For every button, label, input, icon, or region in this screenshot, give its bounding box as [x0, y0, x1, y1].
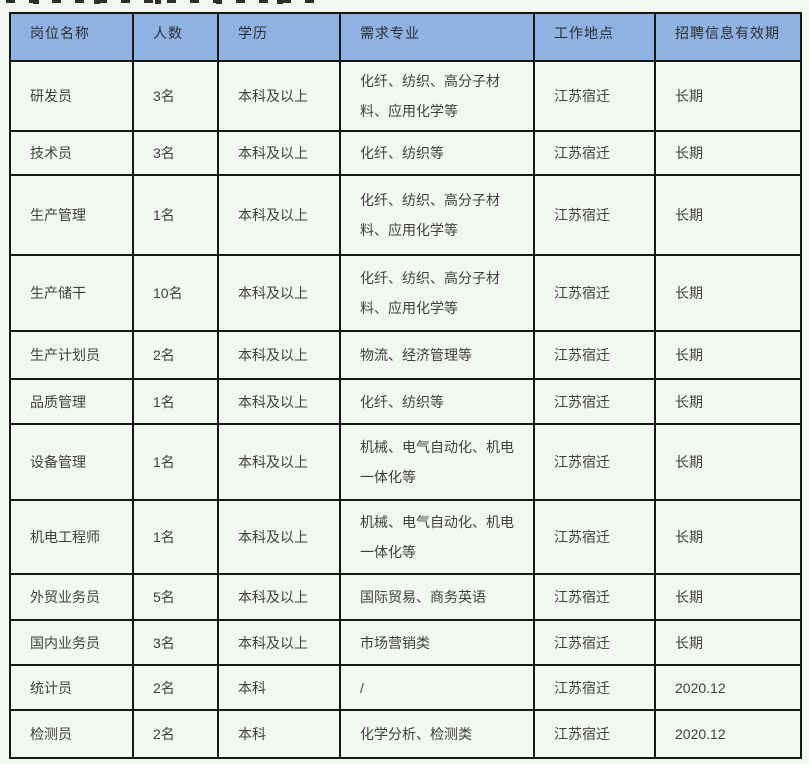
cell-headcount: 1名	[132, 499, 219, 575]
cell-position: 检测员	[9, 709, 134, 759]
column-header-majors: 需求专业	[339, 12, 535, 62]
recruitment-table: 岗位名称 人数 学历 需求专业 工作地点 招聘信息有效期 研发员 3名 本科及以…	[9, 12, 802, 759]
cell-education: 本科及以上	[217, 499, 341, 575]
column-header-location: 工作地点	[533, 12, 656, 62]
cell-majors: 化纤、纺织等	[339, 130, 535, 176]
table-header: 岗位名称 人数 学历 需求专业 工作地点 招聘信息有效期	[9, 12, 802, 62]
cell-location: 江苏宿迁	[533, 174, 656, 256]
cell-majors: /	[339, 664, 535, 711]
cell-location: 江苏宿迁	[533, 330, 656, 380]
cell-majors: 化学分析、检测类	[339, 709, 535, 759]
cell-headcount: 1名	[132, 174, 219, 256]
cell-validity: 长期	[654, 423, 802, 501]
cell-headcount: 2名	[132, 330, 219, 380]
cell-validity: 长期	[654, 499, 802, 575]
cell-validity: 长期	[654, 254, 802, 332]
cell-location: 江苏宿迁	[533, 619, 656, 666]
cell-position: 品质管理	[9, 378, 134, 425]
table-row: 设备管理 1名 本科及以上 机械、电气自动化、机电一体化等 江苏宿迁 长期	[9, 423, 802, 501]
cell-validity: 2020.12	[654, 664, 802, 711]
table-row: 检测员 2名 本科 化学分析、检测类 江苏宿迁 2020.12	[9, 709, 802, 759]
table-row: 统计员 2名 本科 / 江苏宿迁 2020.12	[9, 664, 802, 711]
cell-location: 江苏宿迁	[533, 709, 656, 759]
cell-headcount: 1名	[132, 378, 219, 425]
cell-validity: 长期	[654, 130, 802, 176]
cell-location: 江苏宿迁	[533, 60, 656, 132]
cell-education: 本科及以上	[217, 130, 341, 176]
cell-position: 机电工程师	[9, 499, 134, 575]
table-row: 机电工程师 1名 本科及以上 机械、电气自动化、机电一体化等 江苏宿迁 长期	[9, 499, 802, 575]
table-row: 生产储干 10名 本科及以上 化纤、纺织、高分子材料、应用化学等 江苏宿迁 长期	[9, 254, 802, 332]
cell-validity: 长期	[654, 378, 802, 425]
cell-majors: 市场营销类	[339, 619, 535, 666]
cell-location: 江苏宿迁	[533, 130, 656, 176]
table-body: 研发员 3名 本科及以上 化纤、纺织、高分子材料、应用化学等 江苏宿迁 长期 技…	[9, 60, 802, 759]
column-header-validity: 招聘信息有效期	[654, 12, 802, 62]
cell-location: 江苏宿迁	[533, 664, 656, 711]
cell-majors: 国际贸易、商务英语	[339, 573, 535, 621]
table-row: 外贸业务员 5名 本科及以上 国际贸易、商务英语 江苏宿迁 长期	[9, 573, 802, 621]
cell-validity: 长期	[654, 330, 802, 380]
cell-position: 生产管理	[9, 174, 134, 256]
cell-headcount: 2名	[132, 664, 219, 711]
cell-location: 江苏宿迁	[533, 423, 656, 501]
cell-education: 本科及以上	[217, 573, 341, 621]
cell-headcount: 3名	[132, 130, 219, 176]
cell-majors: 机械、电气自动化、机电一体化等	[339, 499, 535, 575]
cell-majors: 物流、经济管理等	[339, 330, 535, 380]
cell-headcount: 5名	[132, 573, 219, 621]
cell-majors: 化纤、纺织等	[339, 378, 535, 425]
cell-headcount: 1名	[132, 423, 219, 501]
cell-education: 本科及以上	[217, 330, 341, 380]
cell-majors: 化纤、纺织、高分子材料、应用化学等	[339, 254, 535, 332]
cell-position: 国内业务员	[9, 619, 134, 666]
cell-location: 江苏宿迁	[533, 254, 656, 332]
cell-validity: 2020.12	[654, 709, 802, 759]
cell-majors: 化纤、纺织、高分子材料、应用化学等	[339, 60, 535, 132]
cell-education: 本科及以上	[217, 254, 341, 332]
cell-location: 江苏宿迁	[533, 499, 656, 575]
cell-headcount: 3名	[132, 619, 219, 666]
table-row: 生产管理 1名 本科及以上 化纤、纺织、高分子材料、应用化学等 江苏宿迁 长期	[9, 174, 802, 256]
cell-education: 本科及以上	[217, 423, 341, 501]
column-header-headcount: 人数	[132, 12, 219, 62]
table-row: 国内业务员 3名 本科及以上 市场营销类 江苏宿迁 长期	[9, 619, 802, 666]
cell-position: 设备管理	[9, 423, 134, 501]
cell-position: 技术员	[9, 130, 134, 176]
cropped-heading-fragments	[6, 0, 328, 4]
cell-education: 本科	[217, 664, 341, 711]
cell-headcount: 3名	[132, 60, 219, 132]
cell-position: 外贸业务员	[9, 573, 134, 621]
cell-majors: 化纤、纺织、高分子材料、应用化学等	[339, 174, 535, 256]
cell-majors: 机械、电气自动化、机电一体化等	[339, 423, 535, 501]
cell-education: 本科及以上	[217, 60, 341, 132]
cell-position: 生产储干	[9, 254, 134, 332]
cell-education: 本科及以上	[217, 174, 341, 256]
table-row: 生产计划员 2名 本科及以上 物流、经济管理等 江苏宿迁 长期	[9, 330, 802, 380]
table-row: 品质管理 1名 本科及以上 化纤、纺织等 江苏宿迁 长期	[9, 378, 802, 425]
cell-education: 本科及以上	[217, 378, 341, 425]
cell-position: 生产计划员	[9, 330, 134, 380]
column-header-position: 岗位名称	[9, 12, 134, 62]
cell-education: 本科及以上	[217, 619, 341, 666]
cell-validity: 长期	[654, 174, 802, 256]
cell-validity: 长期	[654, 60, 802, 132]
column-header-education: 学历	[217, 12, 341, 62]
cell-position: 统计员	[9, 664, 134, 711]
cell-headcount: 10名	[132, 254, 219, 332]
cell-validity: 长期	[654, 619, 802, 666]
cell-headcount: 2名	[132, 709, 219, 759]
cell-location: 江苏宿迁	[533, 573, 656, 621]
cell-validity: 长期	[654, 573, 802, 621]
table-row: 技术员 3名 本科及以上 化纤、纺织等 江苏宿迁 长期	[9, 130, 802, 176]
table-header-row: 岗位名称 人数 学历 需求专业 工作地点 招聘信息有效期	[9, 12, 802, 62]
cell-education: 本科	[217, 709, 341, 759]
cell-location: 江苏宿迁	[533, 378, 656, 425]
cell-position: 研发员	[9, 60, 134, 132]
table-row: 研发员 3名 本科及以上 化纤、纺织、高分子材料、应用化学等 江苏宿迁 长期	[9, 60, 802, 132]
